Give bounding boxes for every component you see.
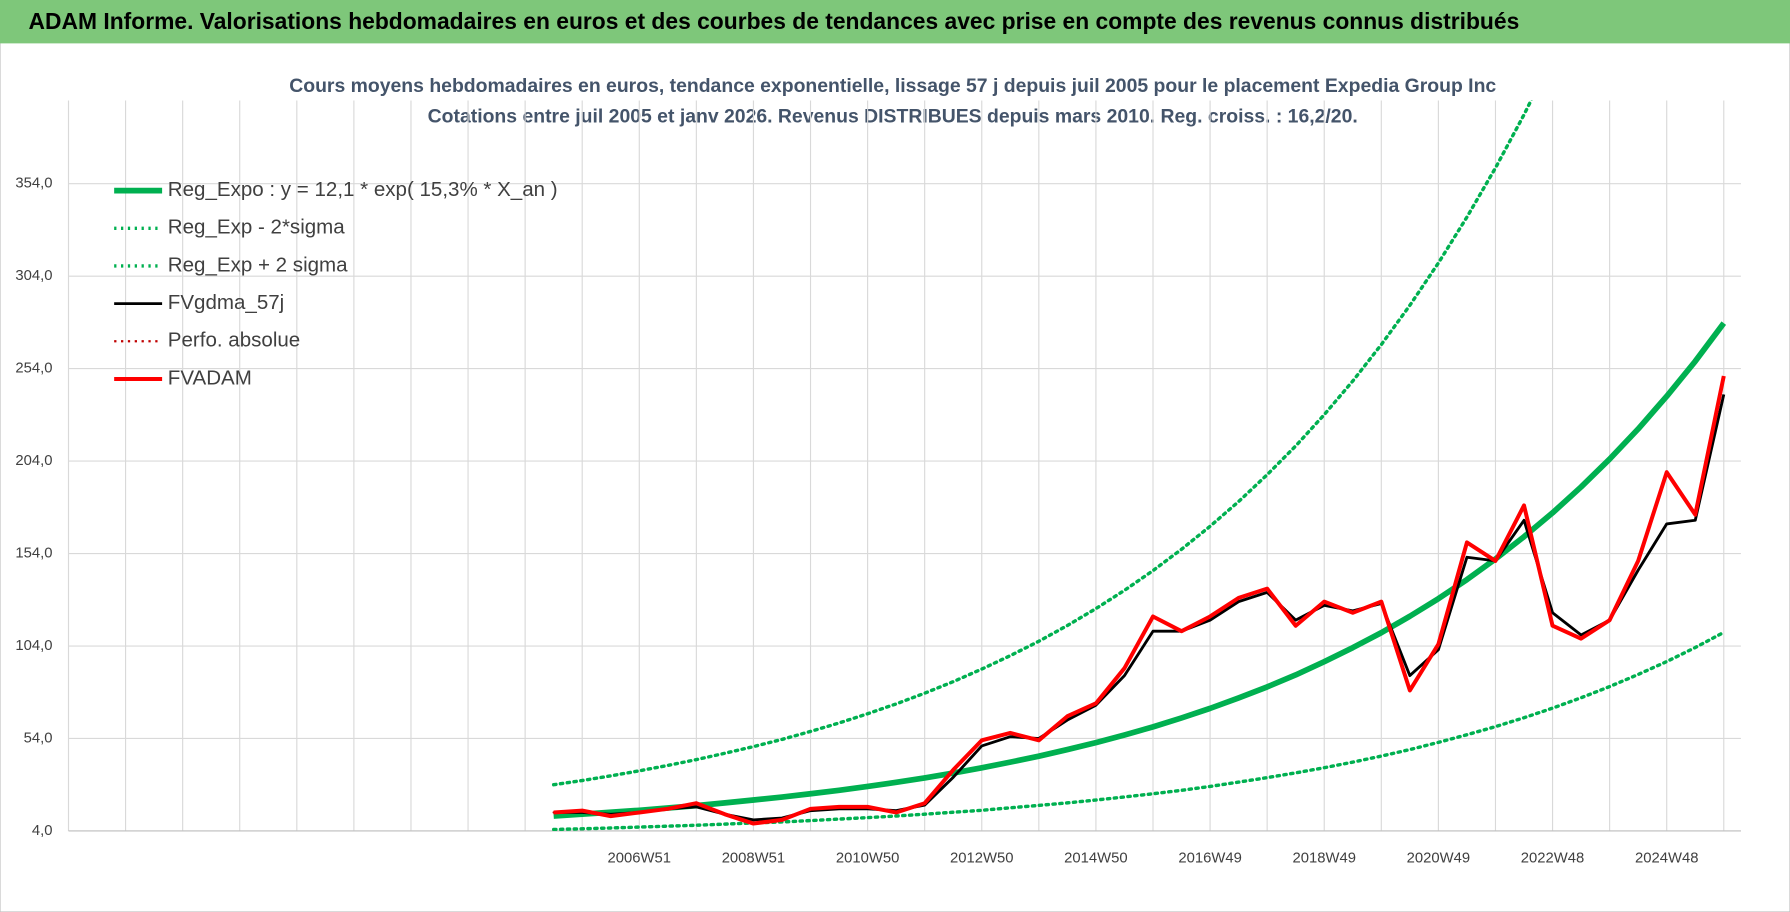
legend-label: Reg_Exp - 2*sigma: [168, 216, 345, 239]
y-tick-label: 54,0: [24, 730, 53, 746]
legend-label: FVgdma_57j: [168, 291, 284, 314]
x-tick-label: 2020W49: [1407, 850, 1470, 866]
x-tick-label: 2012W50: [950, 850, 1013, 866]
chart-subtitle: Cotations entre juil 2005 et janv 2026. …: [428, 106, 1358, 128]
x-tick-label: 2016W49: [1178, 850, 1241, 866]
y-tick-label: 254,0: [15, 361, 52, 377]
grid: 4,0 54,0 104,0 154,0 204,0 254,0 304,0 354,0 200…: [15, 100, 1741, 866]
y-tick-label: 354,0: [15, 176, 52, 192]
legend: Reg_Expo : y = 12,1 * exp( 15,3% * X_an …: [114, 178, 558, 389]
x-tick-label: 2022W48: [1521, 850, 1584, 866]
series-line: [551, 100, 1533, 787]
legend-label: Perfo. absolue: [168, 329, 300, 352]
x-tick-label: 2014W50: [1064, 850, 1127, 866]
x-tick-label: 2008W51: [722, 850, 785, 866]
plot-lines: [551, 100, 1727, 831]
x-tick-label: 2018W49: [1292, 850, 1355, 866]
legend-label: Reg_Exp + 2 sigma: [168, 253, 348, 276]
header-title: ADAM Informe. Valorisations hebdomadaire…: [29, 8, 1520, 34]
x-tick-label: 2010W50: [836, 850, 899, 866]
legend-label: FVADAM: [168, 366, 252, 389]
x-tick-label: 2024W48: [1635, 850, 1698, 866]
x-tick-label: 2006W51: [608, 850, 671, 866]
y-tick-label: 204,0: [15, 453, 52, 469]
header-bar: [0, 0, 1790, 44]
series-line: [553, 394, 1726, 822]
legend-label: Reg_Expo : y = 12,1 * exp( 15,3% * X_an …: [168, 178, 558, 201]
y-tick-label: 154,0: [15, 545, 52, 561]
chart-title: Cours moyens hebdomadaires en euros, ten…: [289, 75, 1496, 97]
y-tick-label: 304,0: [15, 268, 52, 284]
y-tick-label: 104,0: [15, 638, 52, 654]
series-line: [553, 375, 1726, 826]
y-tick-label: 4,0: [32, 823, 53, 839]
